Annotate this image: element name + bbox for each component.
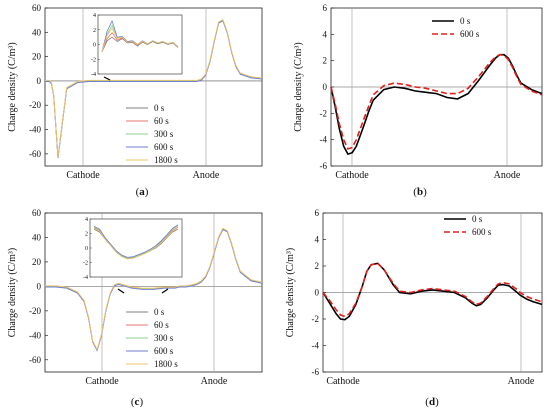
y-tick-label: -6 [312, 367, 320, 377]
x-marker-label-anode: Anode [494, 170, 521, 181]
legend-c: 0 s 60 s 300 s 600 s 1800 s [126, 307, 178, 369]
chart-panel-d: 6 4 2 0 -2 -4 -6 Charge density (C/m³) Cathode An… [285, 208, 543, 408]
y-tick-label: -20 [29, 100, 41, 110]
y-tick-label: 20 [32, 257, 42, 267]
series-line-1800s [45, 227, 263, 351]
y-tick-label: 2 [315, 261, 320, 271]
y-tick-label: 4 [315, 235, 320, 245]
y-tick-label: 6 [315, 208, 320, 218]
inset-y-tick-label: 2 [85, 232, 88, 238]
y-tick-label: 40 [32, 27, 42, 37]
x-marker-label-cathode: Cathode [85, 376, 119, 387]
y-tick-label: -2 [312, 314, 320, 324]
legend-entry: 60 s [154, 320, 169, 330]
series-line-600s [322, 262, 543, 318]
panel-label: (a) [136, 186, 149, 198]
y-tick-label: 20 [32, 52, 42, 62]
legend-entry: 60 s [154, 116, 169, 126]
legend-entry: 0 s [154, 103, 165, 113]
y-axis-label: Charge density (C/m³) [7, 248, 18, 337]
panel-label: (b) [413, 186, 427, 198]
plot-frame [44, 212, 263, 373]
legend-entry: 0 s [154, 307, 165, 317]
legend-entry: 300 s [154, 333, 174, 343]
legend-entry: 0 s [460, 16, 471, 26]
inset-series-600s [93, 224, 179, 258]
y-tick-label: 60 [32, 3, 42, 13]
inset-a: 4 2 0 -2 -4 [91, 13, 183, 81]
y-tick-label: 40 [32, 232, 42, 242]
legend-entry: 600 s [472, 227, 492, 237]
inset-series-1800s [101, 27, 179, 53]
y-tick-label: -4 [320, 135, 328, 145]
inset-y-tick-label: -2 [83, 261, 88, 267]
legend-b: 0 s 600 s [432, 16, 480, 39]
legend-entry: 600 s [154, 346, 174, 356]
y-axis-label: Charge density (C/m³) [285, 248, 296, 337]
inset-y-tick-label: 2 [93, 28, 96, 34]
legend-a: 0 s 60 s 300 s 600 s 1800 s [126, 103, 178, 165]
inset-pointer-arrow [103, 76, 111, 81]
y-tick-label: 0 [37, 281, 42, 291]
y-tick-label: 4 [323, 29, 328, 39]
y-tick-label: 60 [32, 208, 42, 218]
inset-pointer-arrow [161, 288, 169, 294]
y-tick-label: -60 [29, 355, 41, 365]
y-tick-label: -6 [320, 161, 328, 171]
panel-label: (d) [425, 396, 439, 408]
y-tick-label: -20 [29, 306, 41, 316]
inset-y-tick-label: 0 [93, 43, 96, 49]
x-marker-label-anode: Anode [201, 376, 228, 387]
x-marker-label-cathode: Cathode [66, 170, 100, 181]
inset-y-tick-label: -4 [83, 275, 88, 281]
series-line-600s [330, 53, 543, 150]
y-tick-label: -40 [29, 125, 41, 135]
legend-entry: 0 s [472, 214, 483, 224]
y-tick-label: -4 [312, 341, 320, 351]
y-axis-label: Charge density (C/m³) [7, 42, 18, 131]
panel-label: (c) [131, 396, 144, 408]
y-tick-label: 2 [323, 56, 328, 66]
x-marker-label-cathode: Cathode [326, 376, 360, 387]
inset-series-1800s [93, 227, 179, 260]
x-marker-label-anode: Anode [193, 170, 220, 181]
inset-series-0s [101, 36, 179, 53]
inset-y-tick-label: 4 [93, 13, 96, 19]
y-tick-label: 6 [323, 3, 328, 13]
x-marker-label-anode: Anode [508, 376, 535, 387]
inset-frame [89, 218, 183, 278]
series-line-0s [330, 53, 543, 156]
legend-entry: 600 s [460, 29, 480, 39]
inset-y-tick-label: 4 [85, 217, 88, 223]
series-line-1800s [45, 18, 263, 157]
y-tick-label: 0 [37, 76, 42, 86]
legend-d: 0 s 600 s [444, 214, 492, 237]
legend-entry: 1800 s [154, 155, 178, 165]
inset-y-tick-label: 0 [85, 246, 88, 252]
y-tick-label: -60 [29, 149, 41, 159]
legend-entry: 300 s [154, 129, 174, 139]
y-tick-label: -2 [320, 108, 328, 118]
inset-c: 4 2 0 -2 -4 [83, 217, 183, 294]
y-tick-label: -40 [29, 330, 41, 340]
y-axis-label: Charge density (C/m³) [293, 42, 304, 131]
y-tick-label: 0 [315, 288, 320, 298]
chart-panel-b: 6 4 2 0 -2 -4 -6 Charge density (C/m³) Cathode An… [293, 3, 543, 198]
legend-entry: 1800 s [154, 359, 178, 369]
plot-frame [44, 7, 263, 167]
y-tick-label: 0 [323, 82, 328, 92]
inset-y-tick-label: -2 [91, 57, 96, 63]
legend-entry: 600 s [154, 142, 174, 152]
x-marker-label-cathode: Cathode [335, 170, 369, 181]
inset-pointer-arrow [117, 288, 125, 294]
series-line-0s [322, 262, 543, 321]
inset-y-tick-label: -4 [91, 72, 96, 78]
